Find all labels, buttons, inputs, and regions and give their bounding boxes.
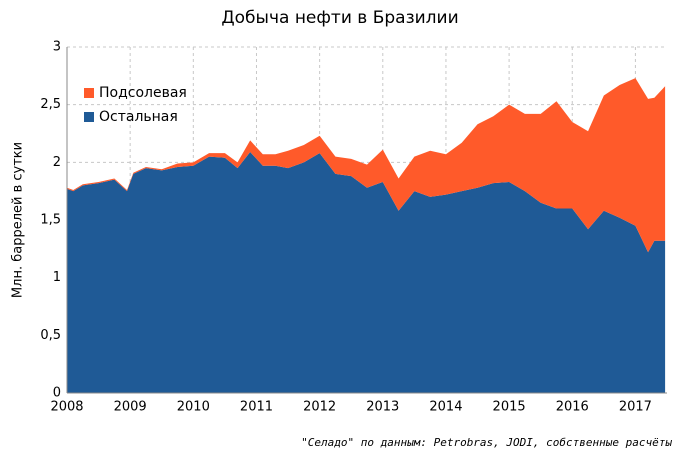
x-tick-label: 2008 xyxy=(50,400,83,415)
y-tick-label: 0 xyxy=(53,386,61,401)
x-tick-label: 2014 xyxy=(429,400,462,415)
legend-swatch xyxy=(84,112,94,122)
y-tick-label: 1,5 xyxy=(40,213,61,228)
x-tick-label: 2015 xyxy=(493,400,526,415)
legend-label: Подсолевая xyxy=(99,85,187,101)
x-tick-label: 2016 xyxy=(556,400,589,415)
x-tick-label: 2017 xyxy=(619,400,652,415)
y-tick-label: 2 xyxy=(53,155,61,170)
chart-title: Добыча нефти в Бразилии xyxy=(221,8,458,28)
area xyxy=(67,151,666,393)
source-note: "Селадо" по данным: Petrobras, JODI, соб… xyxy=(301,436,672,449)
y-tick-label: 0,5 xyxy=(40,328,61,343)
area xyxy=(67,78,666,253)
x-tick-label: 2011 xyxy=(240,400,273,415)
x-tick-label: 2010 xyxy=(177,400,210,415)
legend-swatch xyxy=(84,88,94,98)
y-tick-label: 3 xyxy=(53,40,61,55)
x-tick-label: 2013 xyxy=(366,400,399,415)
x-tick-label: 2009 xyxy=(114,400,147,415)
legend-label: Остальная xyxy=(99,109,178,125)
y-tick-label: 1 xyxy=(53,270,61,285)
y-tick-label: 2,5 xyxy=(40,97,61,112)
y-axis-label: Млн. баррелей в сутки xyxy=(11,142,26,298)
x-tick-label: 2012 xyxy=(303,400,336,415)
